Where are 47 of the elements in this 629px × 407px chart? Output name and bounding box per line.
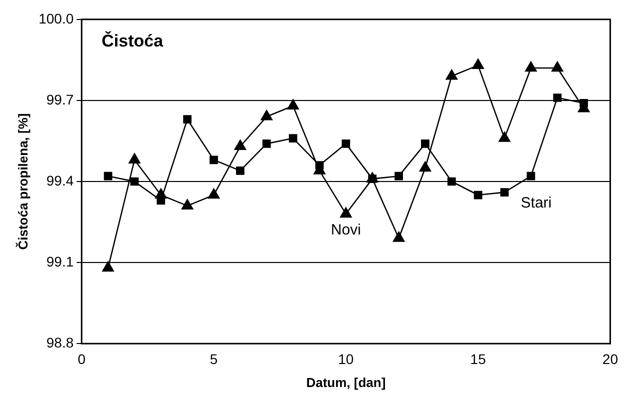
point	[472, 58, 484, 69]
point	[208, 188, 220, 199]
point	[525, 61, 537, 72]
point	[102, 261, 114, 272]
point	[421, 139, 430, 148]
point	[580, 98, 588, 108]
x-tick-label: 10	[338, 350, 354, 367]
point	[553, 94, 562, 102]
point	[234, 140, 246, 150]
point	[419, 161, 432, 172]
point	[315, 161, 324, 170]
point	[236, 166, 244, 175]
point	[392, 232, 405, 242]
x-tick-label: 20	[602, 350, 618, 367]
x-tick-label: 15	[470, 350, 486, 367]
point	[447, 177, 456, 186]
y-axis-title: Čistoća propilena, [%]	[15, 113, 30, 250]
point	[128, 153, 140, 164]
point	[394, 172, 403, 180]
point	[340, 207, 352, 218]
x-tick-label: 0	[78, 350, 86, 367]
point	[446, 69, 458, 80]
point	[210, 156, 218, 164]
y-tick-label: 100.0	[38, 10, 74, 26]
point	[552, 61, 564, 72]
point	[182, 199, 194, 210]
point	[183, 115, 192, 124]
y-tick-label: 99.7	[46, 91, 74, 108]
point	[342, 139, 350, 148]
point	[130, 177, 139, 186]
point	[500, 188, 509, 196]
point	[288, 134, 298, 142]
point	[287, 99, 299, 110]
y-tick-label: 99.1	[46, 253, 74, 270]
series-label: Stari	[520, 194, 552, 212]
point	[526, 172, 536, 180]
point	[260, 110, 272, 120]
y-tick-label: 98.8	[46, 334, 74, 350]
x-tick-label: 5	[210, 350, 218, 367]
text: Čistoća	[102, 30, 164, 51]
point	[104, 172, 112, 180]
point	[474, 190, 482, 200]
x-axis-title: Datum, [dan]	[306, 374, 386, 390]
y-tick-label: 99.4	[46, 172, 74, 188]
series-label: Novi	[330, 221, 361, 238]
point	[498, 132, 510, 142]
point	[262, 139, 271, 148]
